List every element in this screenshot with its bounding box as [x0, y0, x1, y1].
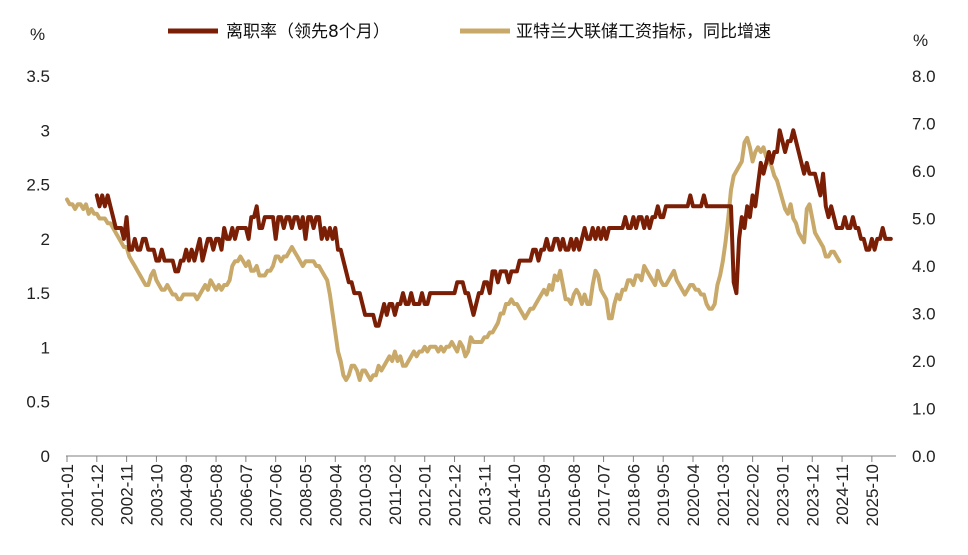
- x-axis-tick-label: 2013-11: [475, 464, 494, 525]
- x-axis-tick-label: 2020-04: [684, 464, 703, 526]
- legend: 离职率（领先8个月） 亚特兰大联储工资指标，同比增速: [168, 22, 771, 42]
- left-axis-tick-label: 2: [41, 230, 50, 249]
- x-axis-tick-label: 2003-10: [147, 464, 166, 526]
- left-axis-tick-label: 0: [41, 447, 50, 466]
- x-axis-tick-label: 2025-10: [863, 464, 882, 526]
- right-axis-tick-label: 7.0: [912, 115, 936, 134]
- right-axis-tick-label: 4.0: [912, 257, 936, 276]
- left-axis-tick-label: 1: [41, 338, 50, 357]
- x-axis-tick-label: 2022-02: [744, 464, 763, 526]
- x-axis-tick-label: 2007-06: [267, 464, 286, 526]
- x-axis-tick-label: 2021-03: [714, 464, 733, 526]
- x-axis-tick-label: 2008-05: [296, 464, 315, 526]
- x-axis-tick-label: 2024-11: [833, 464, 852, 525]
- right-axis-tick-label: 1.0: [912, 400, 936, 419]
- x-axis-tick-label: 2023-12: [803, 464, 822, 526]
- right-axis-unit: %: [913, 31, 928, 50]
- x-axis-tick-label: 2006-07: [237, 464, 256, 526]
- x-axis-tick-label: 2017-07: [595, 464, 614, 526]
- series-layer: [65, 128, 893, 382]
- x-axis-tick-label: 2009-04: [326, 464, 345, 526]
- x-axis-tick-label: 2016-08: [565, 464, 584, 526]
- left-axis-tick-label: 1.5: [26, 284, 50, 303]
- x-axis-tick-label: 2014-10: [505, 464, 524, 526]
- right-axis-ticks: 0.0 1.0 2.0 3.0 4.0 5.0 6.0 7.0 8.0: [912, 67, 936, 466]
- series-line-quit-rate: [94, 128, 893, 328]
- x-axis-tick-label: 2004-09: [177, 464, 196, 526]
- x-axis-tick-label: 2011-02: [386, 464, 405, 525]
- x-axis-tick-label: 2012-12: [446, 464, 465, 526]
- x-axis-ticks: 2001-01 2001-12 2002-11 2003-10 2004-09 2005-…: [58, 456, 882, 526]
- series-line-wage-growth: [65, 135, 842, 382]
- right-axis-tick-label: 2.0: [912, 352, 936, 371]
- x-axis-tick-label: 2005-08: [207, 464, 226, 526]
- left-axis-tick-label: 3.5: [26, 67, 50, 86]
- right-axis-tick-label: 6.0: [912, 162, 936, 181]
- x-axis-tick-label: 2010-03: [356, 464, 375, 526]
- x-axis-tick-label: 2002-11: [118, 464, 137, 525]
- x-axis-tick-label: 2019-05: [654, 464, 673, 526]
- x-axis-tick-label: 2001-01: [58, 464, 77, 526]
- right-axis-tick-label: 3.0: [912, 305, 936, 324]
- x-axis-tick-label: 2023-01: [773, 464, 792, 526]
- left-axis-ticks: 0 0.5 1 1.5 2 2.5 3 3.5: [26, 67, 50, 466]
- left-axis-unit: %: [30, 25, 45, 44]
- right-axis-tick-label: 0.0: [912, 447, 936, 466]
- x-axis-tick-label: 2015-09: [535, 464, 554, 526]
- x-axis-tick-label: 2018-06: [624, 464, 643, 526]
- x-axis-tick-label: 2012-01: [416, 464, 435, 526]
- left-axis-tick-label: 0.5: [26, 393, 50, 412]
- right-axis-tick-label: 5.0: [912, 210, 936, 229]
- legend-label-series2: 亚特兰大联储工资指标，同比增速: [516, 22, 771, 42]
- left-axis-tick-label: 2.5: [26, 176, 50, 195]
- left-axis-tick-label: 3: [41, 121, 50, 140]
- right-axis-tick-label: 8.0: [912, 67, 936, 86]
- legend-label-series1: 离职率（领先8个月）: [226, 22, 390, 42]
- x-axis-tick-label: 2001-12: [88, 464, 107, 526]
